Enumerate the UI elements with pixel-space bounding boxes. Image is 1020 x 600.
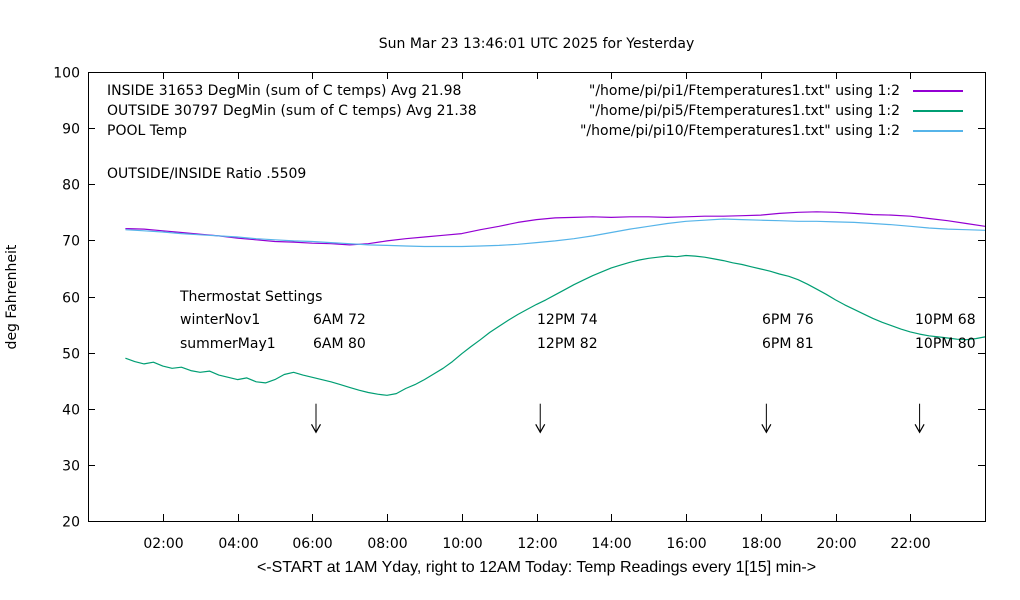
series-pool: [125, 218, 986, 248]
y-tick-label: 100: [53, 66, 80, 82]
y-tick-label: 20: [62, 515, 80, 531]
ratio-annotation: OUTSIDE/INSIDE Ratio .5509: [107, 166, 307, 182]
legend-series-label: OUTSIDE 30797 DegMin (sum of C temps) Av…: [107, 103, 477, 119]
legend-line-sample: [913, 90, 963, 92]
x-tick-label: 04:00: [218, 536, 258, 552]
y-tick-label: 30: [62, 459, 80, 475]
thermostat-cell: 6PM 81: [762, 336, 814, 352]
x-tick-label: 14:00: [591, 536, 631, 552]
thermostat-cell: 12PM 82: [537, 336, 598, 352]
legend-file-label: "/home/pi/pi10/Ftemperatures1.txt" using…: [579, 123, 900, 139]
legend: INSIDE 31653 DegMin (sum of C temps) Avg…: [107, 81, 963, 141]
x-axis-label: <-START at 1AM Yday, right to 12AM Today…: [256, 559, 817, 576]
legend-file-label: "/home/pi/pi5/Ftemperatures1.txt" using …: [588, 103, 900, 119]
x-tick-label: 18:00: [741, 536, 781, 552]
y-tick-label: 90: [62, 122, 80, 138]
legend-series-label: INSIDE 31653 DegMin (sum of C temps) Avg…: [107, 83, 462, 99]
x-tick-label: 22:00: [890, 536, 930, 552]
legend-row: INSIDE 31653 DegMin (sum of C temps) Avg…: [107, 81, 963, 101]
thermostat-settings-title: Thermostat Settings: [180, 289, 323, 305]
x-tick-label: 16:00: [666, 536, 706, 552]
legend-file-label: "/home/pi/pi1/Ftemperatures1.txt" using …: [588, 83, 900, 99]
thermostat-cell: 10PM 68: [915, 312, 976, 328]
legend-row: POOL Temp "/home/pi/pi10/Ftemperatures1.t…: [107, 121, 963, 141]
thermostat-cell: winterNov1: [180, 312, 261, 328]
thermostat-cell: 6PM 76: [762, 312, 814, 328]
x-tick-label: 12:00: [517, 536, 557, 552]
y-tick-label: 60: [62, 291, 80, 307]
legend-line-sample: [913, 130, 963, 132]
x-tick-label: 02:00: [143, 536, 183, 552]
x-tick-label: 20:00: [816, 536, 856, 552]
thermostat-cell: summerMay1: [180, 336, 276, 352]
legend-series-label: POOL Temp: [107, 123, 188, 139]
x-tick-label: 10:00: [442, 536, 482, 552]
x-tick-label: 08:00: [367, 536, 407, 552]
thermostat-cell: 10PM 80: [915, 336, 976, 352]
thermostat-cell: 12PM 74: [537, 312, 598, 328]
y-axis-label: deg Fahrenheit: [4, 244, 20, 350]
setpoint-arrowhead: [310, 424, 322, 434]
legend-line-sample: [913, 110, 963, 112]
y-tick-label: 50: [62, 347, 80, 363]
thermostat-cell: 6AM 72: [313, 312, 366, 328]
y-tick-label: 70: [62, 234, 80, 250]
series-outside: [125, 254, 986, 396]
y-tick-label: 40: [62, 403, 80, 419]
x-tick-label: 06:00: [292, 536, 332, 552]
setpoint-arrowhead: [761, 424, 772, 434]
y-tick-label: 80: [62, 178, 80, 194]
setpoint-arrowhead: [914, 424, 925, 434]
series-inside: [125, 211, 986, 246]
setpoint-arrowhead: [535, 424, 546, 434]
thermostat-cell: 6AM 80: [313, 336, 366, 352]
legend-row: OUTSIDE 30797 DegMin (sum of C temps) Av…: [107, 101, 963, 121]
chart-title: Sun Mar 23 13:46:01 UTC 2025 for Yesterd…: [378, 36, 695, 52]
